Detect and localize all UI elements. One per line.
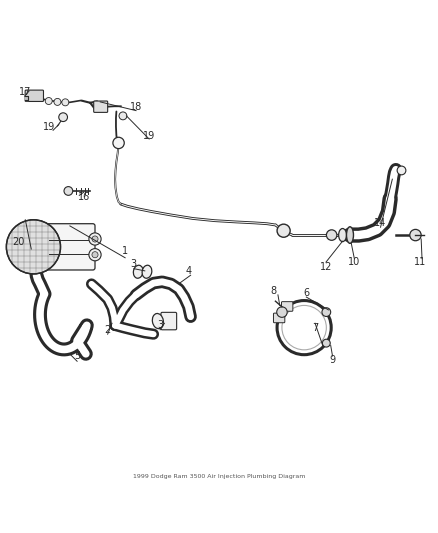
Circle shape	[113, 138, 124, 149]
Text: 2: 2	[105, 325, 111, 335]
Circle shape	[59, 113, 67, 122]
Text: 20: 20	[12, 238, 25, 247]
Text: 18: 18	[130, 102, 142, 112]
Circle shape	[277, 224, 290, 237]
Text: 16: 16	[78, 192, 90, 201]
FancyBboxPatch shape	[94, 101, 108, 112]
FancyBboxPatch shape	[273, 313, 285, 323]
Text: 9: 9	[329, 356, 336, 365]
Circle shape	[277, 307, 287, 317]
Circle shape	[326, 230, 337, 240]
Text: 3: 3	[131, 260, 137, 269]
Circle shape	[410, 229, 421, 241]
Circle shape	[397, 166, 406, 175]
Circle shape	[89, 233, 101, 245]
Circle shape	[92, 236, 98, 242]
Text: 1999 Dodge Ram 3500 Air Injection Plumbing Diagram: 1999 Dodge Ram 3500 Air Injection Plumbi…	[133, 474, 305, 479]
Text: 3: 3	[157, 320, 163, 330]
Circle shape	[89, 248, 101, 261]
Text: 6: 6	[303, 288, 309, 298]
Circle shape	[7, 220, 60, 274]
FancyBboxPatch shape	[161, 312, 177, 330]
Text: 1: 1	[122, 246, 128, 256]
Circle shape	[64, 187, 73, 195]
Text: 8: 8	[271, 286, 277, 295]
Text: 5: 5	[74, 351, 80, 361]
FancyBboxPatch shape	[25, 90, 43, 101]
Ellipse shape	[142, 265, 152, 278]
Circle shape	[92, 252, 98, 258]
FancyBboxPatch shape	[282, 302, 293, 311]
Text: 10: 10	[348, 257, 360, 267]
Text: 19: 19	[143, 131, 155, 141]
Ellipse shape	[339, 229, 346, 241]
Circle shape	[322, 339, 330, 347]
Circle shape	[322, 308, 331, 317]
Text: 7: 7	[312, 322, 318, 333]
Text: 19: 19	[42, 122, 55, 132]
FancyBboxPatch shape	[45, 224, 95, 270]
Text: 12: 12	[320, 262, 332, 271]
Ellipse shape	[133, 265, 143, 278]
Text: 4: 4	[185, 266, 191, 276]
Circle shape	[54, 99, 61, 106]
Circle shape	[119, 112, 127, 120]
Text: 17: 17	[18, 87, 31, 97]
Polygon shape	[25, 96, 28, 100]
Text: 11: 11	[414, 257, 426, 267]
Ellipse shape	[152, 313, 163, 329]
Text: 14: 14	[374, 218, 387, 228]
Circle shape	[45, 98, 52, 104]
Ellipse shape	[346, 227, 353, 244]
Circle shape	[62, 99, 69, 106]
